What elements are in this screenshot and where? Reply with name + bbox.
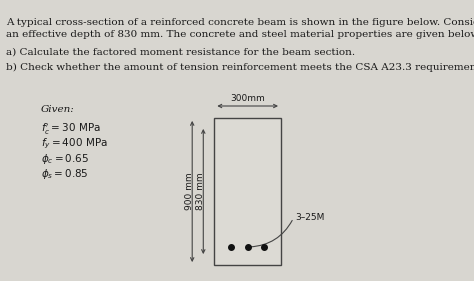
- Text: $f_y = 400\ \mathrm{MPa}$: $f_y = 400\ \mathrm{MPa}$: [41, 137, 108, 151]
- Bar: [214, 118, 281, 265]
- Text: 900 mm: 900 mm: [185, 173, 194, 210]
- Text: 830 mm: 830 mm: [196, 173, 205, 210]
- Text: $\phi_c = 0.65$: $\phi_c = 0.65$: [41, 152, 89, 166]
- Text: 3–25M: 3–25M: [296, 214, 325, 223]
- Text: an effective depth of 830 mm. The concrete and steel material properties are giv: an effective depth of 830 mm. The concre…: [6, 30, 474, 39]
- Text: b) Check whether the amount of tension reinforcement meets the CSA A23.3 require: b) Check whether the amount of tension r…: [6, 63, 474, 72]
- Text: A typical cross-section of a reinforced concrete beam is shown in the figure bel: A typical cross-section of a reinforced …: [6, 18, 474, 27]
- Text: 300mm: 300mm: [230, 94, 265, 103]
- Text: $\phi_s = 0.85$: $\phi_s = 0.85$: [41, 167, 88, 181]
- Text: $f_c' = 30\ \mathrm{MPa}$: $f_c' = 30\ \mathrm{MPa}$: [41, 122, 100, 137]
- Text: Given:: Given:: [41, 105, 74, 114]
- Text: a) Calculate the factored moment resistance for the beam section.: a) Calculate the factored moment resista…: [6, 48, 355, 57]
